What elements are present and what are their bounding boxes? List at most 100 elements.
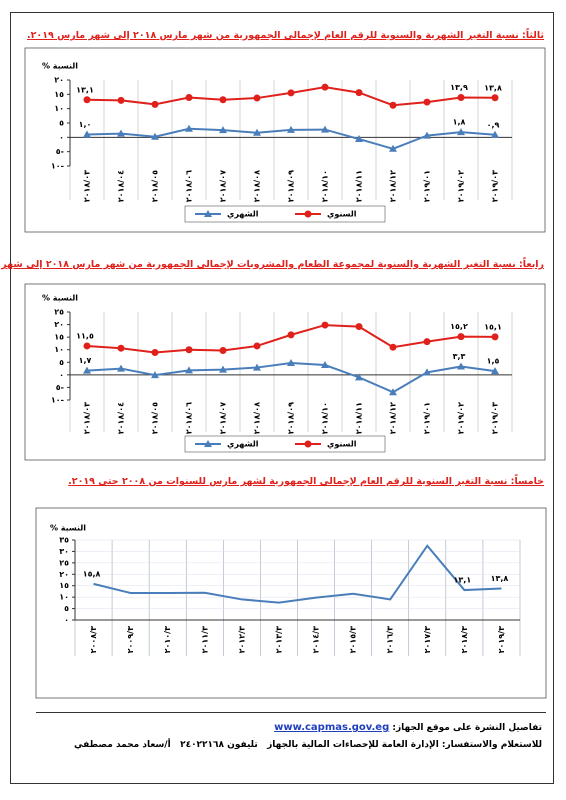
data-label: ١٣,١ — [454, 576, 472, 585]
marker — [491, 130, 499, 138]
marker — [304, 440, 312, 448]
marker — [185, 124, 193, 132]
website-link[interactable]: www.capmas.gov.eg — [274, 722, 390, 733]
y-tick-label: ١٠ — [59, 593, 69, 602]
y-tick-label: ١٥ — [54, 333, 64, 342]
x-tick-label: ٢٠١٨/٠٥ — [151, 402, 160, 434]
x-tick-label: ٢٠١٨/١٠ — [321, 402, 330, 434]
x-tick-label: ٢٠١٨/٠٩ — [287, 170, 296, 202]
marker — [457, 362, 465, 370]
x-tick-label: ٢٠١٩/٠٢ — [457, 170, 466, 202]
x-tick-label: ٢٠١٨/٣ — [460, 626, 469, 653]
marker — [117, 364, 125, 372]
person: أ/سعاد محمد مصطفي — [74, 740, 171, 750]
marker — [117, 129, 125, 137]
marker — [491, 94, 499, 102]
x-tick-label: ٢٠١٣/٣ — [274, 626, 283, 653]
marker — [457, 333, 465, 341]
data-label: ٣,٣ — [453, 352, 466, 361]
marker — [355, 135, 363, 143]
y-tick-label: ٢٠ — [54, 76, 64, 85]
data-label: ١٥,٨ — [83, 569, 101, 578]
y-tick-label: ٣٠ — [59, 547, 69, 556]
x-tick-label: ٢٠١٩/٠٢ — [457, 402, 466, 434]
y-axis-label: النسبة % — [42, 294, 78, 303]
marker — [389, 101, 397, 109]
legend-label: السنوي — [327, 440, 357, 449]
y-tick-label: ٣٥ — [59, 536, 69, 545]
marker — [253, 342, 261, 350]
marker — [287, 359, 295, 367]
y-tick-label: ١٠ — [54, 345, 64, 354]
y-tick-label: ٥ — [64, 604, 69, 613]
x-tick-label: ٢٠١٢/٣ — [237, 626, 246, 653]
data-label: ١١,٥ — [76, 331, 94, 340]
y-tick-label: ٥ — [59, 119, 64, 128]
x-tick-label: ٢٠١٨/٠٤ — [117, 402, 126, 434]
marker — [423, 131, 431, 139]
website-label: تفاصيل النشرة على موقع الجهاز: — [392, 723, 542, 733]
legend-box — [184, 205, 386, 223]
marker — [83, 342, 91, 350]
x-tick-label: ٢٠١٨/١١ — [355, 170, 364, 202]
marker — [185, 366, 193, 374]
x-tick-label: ٢٠١٩/٠١ — [423, 170, 432, 202]
x-tick-label: ٢٠١٨/١٢ — [389, 402, 398, 434]
x-tick-label: ٢٠١٨/٠٦ — [185, 402, 194, 434]
marker — [321, 361, 329, 369]
marker — [423, 338, 431, 346]
y-tick-label: ٠ — [59, 133, 64, 142]
x-tick-label: ٢٠٠٨/٣ — [89, 626, 98, 653]
y-tick-label: ٥- — [56, 147, 64, 156]
x-tick-label: ٢٠١٨/٠٦ — [185, 170, 194, 202]
marker — [117, 344, 125, 352]
marker — [219, 346, 227, 354]
data-label: ١,٥ — [487, 357, 500, 366]
x-tick-label: ٢٠١٨/٠٥ — [151, 170, 160, 202]
x-tick-label: ٢٠١٨/١٢ — [389, 170, 398, 202]
y-axis-label: النسبة % — [50, 524, 86, 533]
x-tick-label: ٢٠١٩/٠١ — [423, 402, 432, 434]
series-line — [86, 362, 496, 394]
marker — [491, 333, 499, 341]
x-tick-label: ٢٠١٨/١١ — [355, 402, 364, 434]
marker — [287, 89, 295, 97]
data-label: ١٥,١ — [484, 322, 502, 331]
series-line — [86, 324, 496, 354]
x-tick-label: ٢٠١٦/٣ — [386, 626, 395, 653]
y-tick-label: ٢٠ — [54, 320, 64, 329]
y-tick-label: ٥- — [56, 383, 64, 392]
data-label: ١,٠ — [79, 120, 92, 129]
x-tick-label: ٢٠١٨/٠٩ — [287, 402, 296, 434]
marker — [219, 365, 227, 373]
x-tick-label: ٢٠١٩/٠٣ — [491, 402, 500, 434]
marker — [389, 144, 397, 152]
marker — [151, 348, 159, 356]
data-label: ١٣,١ — [76, 85, 94, 94]
marker — [287, 331, 295, 339]
y-tick-label: ٢٠ — [59, 570, 69, 579]
x-tick-label: ٢٠١٨/٠٣ — [83, 402, 92, 434]
marker — [389, 343, 397, 351]
marker — [321, 321, 329, 329]
data-label: ١٣,٨ — [491, 574, 509, 583]
marker — [321, 83, 329, 91]
y-tick-label: ٥ — [59, 358, 64, 367]
marker — [423, 98, 431, 106]
x-tick-label: ٢٠٠٩/٣ — [126, 626, 135, 653]
marker — [151, 100, 159, 108]
marker — [457, 93, 465, 101]
marker — [355, 89, 363, 97]
y-tick-label: ١٠- — [51, 396, 64, 405]
x-tick-label: ٢٠١٨/٠٤ — [117, 170, 126, 202]
data-label: ١,٧ — [79, 356, 92, 365]
legend-label: السنوي — [327, 210, 357, 219]
marker — [151, 371, 159, 379]
y-tick-label: ٠ — [64, 616, 69, 625]
x-tick-label: ٢٠١٥/٣ — [349, 626, 358, 653]
x-tick-label: ٢٠١٩/٣ — [497, 626, 506, 653]
y-tick-label: ١٥ — [59, 581, 69, 590]
data-label: ١٣,٨ — [484, 83, 502, 92]
y-tick-label: ٢٥ — [54, 308, 64, 317]
